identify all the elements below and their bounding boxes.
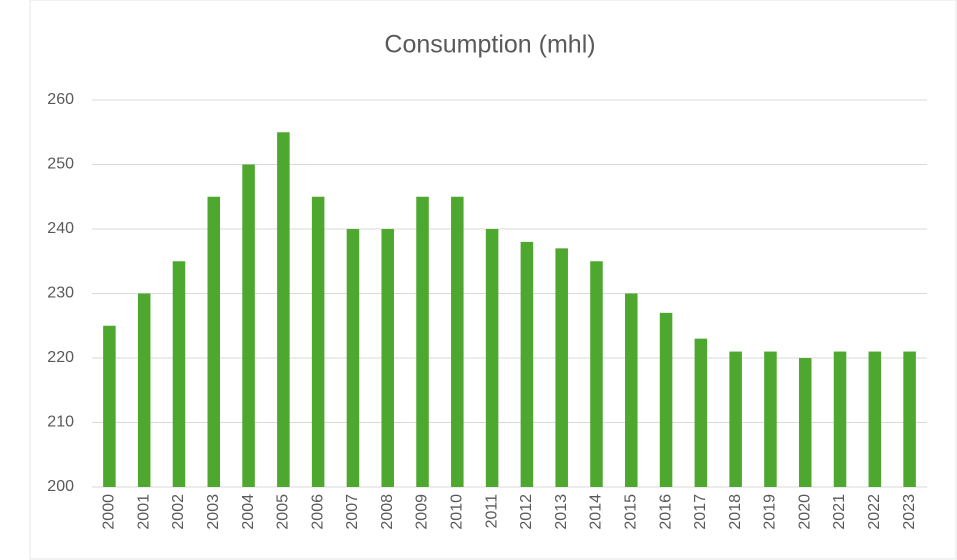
x-tick-label: 2010 (449, 494, 466, 530)
bar (694, 338, 708, 487)
bar (451, 196, 464, 487)
x-tick-label: 2018 (727, 494, 744, 530)
x-tick-label: 2014 (588, 494, 605, 530)
bar (833, 351, 847, 487)
bar (555, 248, 568, 487)
x-tick-label: 2009 (414, 494, 431, 530)
bar (103, 325, 116, 487)
y-tick-label: 200 (47, 478, 74, 495)
bar (903, 351, 916, 487)
x-tick-label: 2019 (762, 494, 779, 530)
y-tick-label: 220 (47, 349, 74, 366)
x-tick-label: 2020 (796, 494, 813, 530)
x-tick-label: 2007 (344, 494, 361, 530)
x-tick-label: 2017 (692, 494, 709, 530)
bar (485, 229, 499, 487)
x-tick-label: 2012 (518, 494, 535, 530)
x-tick-label: 2003 (205, 494, 222, 530)
bar (311, 196, 325, 487)
x-tick-label: 2008 (379, 494, 396, 530)
bar (207, 196, 221, 487)
x-tick-label: 2021 (831, 494, 848, 530)
bar (729, 351, 742, 487)
y-tick-label: 230 (47, 285, 74, 302)
x-tick-label: 2001 (135, 494, 152, 530)
y-tick-label: 250 (47, 156, 74, 173)
x-tick-label: 2022 (866, 494, 883, 530)
x-tick-label: 2000 (101, 494, 118, 530)
bar (625, 293, 638, 487)
bar (659, 312, 673, 487)
bar (416, 196, 429, 487)
x-tick-label: 2011 (483, 494, 500, 529)
bar (520, 241, 534, 487)
y-tick-label: 210 (47, 414, 74, 431)
bar (172, 261, 186, 487)
x-tick-label: 2015 (622, 494, 639, 530)
x-tick-label: 2005 (275, 494, 292, 530)
chart-title: Consumption (mhl) (384, 31, 595, 59)
y-tick-label: 240 (47, 220, 74, 237)
bar (590, 261, 603, 487)
bar (798, 358, 812, 487)
bar (764, 351, 777, 487)
y-tick-label: 260 (47, 91, 74, 108)
bar (277, 132, 290, 487)
x-tick-label: 2016 (657, 494, 674, 530)
x-tick-label: 2002 (170, 494, 187, 530)
x-tick-label: 2006 (309, 494, 326, 530)
bar (137, 293, 151, 487)
bar (868, 351, 882, 487)
bar (346, 229, 360, 487)
bar (242, 164, 255, 487)
bar (381, 229, 394, 487)
x-tick-label: 2023 (901, 494, 918, 530)
x-tick-label: 2013 (553, 494, 570, 530)
x-tick-label: 2004 (240, 494, 257, 530)
